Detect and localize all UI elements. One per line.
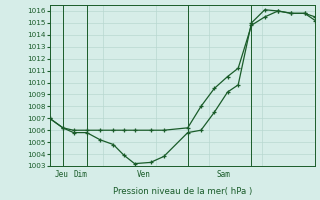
Text: Sam: Sam — [217, 170, 231, 179]
Text: Ven: Ven — [137, 170, 151, 179]
Text: Dim: Dim — [74, 170, 87, 179]
Text: Jeu: Jeu — [55, 170, 69, 179]
Text: Pression niveau de la mer( hPa ): Pression niveau de la mer( hPa ) — [113, 187, 252, 196]
